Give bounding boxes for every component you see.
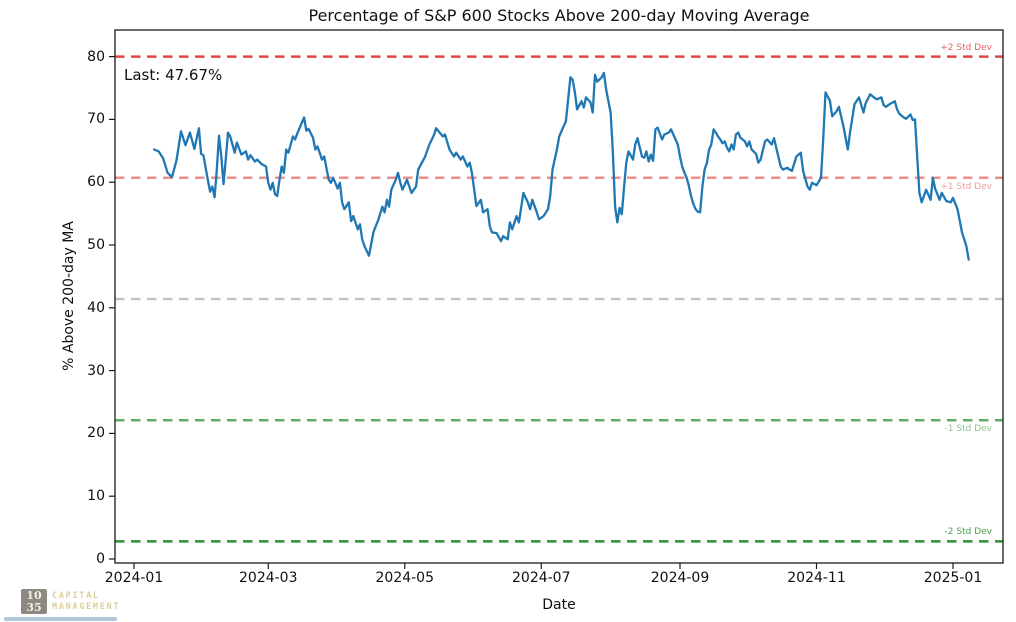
x-tick-label: 2024-05	[375, 570, 435, 586]
plot-border	[114, 29, 1004, 564]
std-dev-label: +1 Std Dev	[940, 181, 992, 192]
x-tick-label: 2024-03	[239, 570, 298, 586]
logo-box-bottom: 35	[26, 600, 42, 614]
last-value-annotation: Last: 47.67%	[124, 66, 223, 84]
y-tick-label: 60	[87, 174, 105, 191]
series-line-group	[152, 71, 970, 261]
axes-frame	[109, 29, 1004, 569]
x-tick-label: 2024-07	[512, 570, 571, 586]
logo-text: CAPITAL MANAGEMENT	[52, 589, 120, 613]
logo-line-management: MANAGEMENT	[52, 602, 121, 612]
std-dev-label: -1 Std Dev	[944, 424, 992, 435]
x-axis-title: Date	[542, 597, 576, 613]
y-tick-label: 40	[87, 299, 105, 316]
y-tick-label: 80	[87, 48, 105, 65]
x-tick-label: 2024-01	[104, 570, 164, 586]
y-tick-label: 30	[87, 362, 105, 379]
x-tick-label: 2024-11	[787, 570, 846, 586]
y-tick-label: 20	[87, 425, 105, 442]
std-dev-lines	[115, 55, 1003, 543]
std-dev-label: +2 Std Dev	[940, 42, 992, 53]
logo-box: 10 35	[21, 589, 47, 614]
logo-underline-bar	[4, 617, 117, 621]
logo-line-capital: CAPITAL	[52, 591, 100, 601]
x-tick-label: 2025-01	[923, 570, 983, 586]
y-tick-label: 50	[87, 237, 105, 253]
brand-logo: 10 35 CAPITAL MANAGEMENT	[21, 589, 120, 614]
std-dev-label: -2 Std Dev	[944, 527, 992, 538]
series-line	[152, 71, 970, 261]
y-tick-label: 70	[87, 111, 105, 128]
logo-box-top: 10	[26, 589, 42, 602]
chart-title: Percentage of S&P 600 Stocks Above 200-d…	[308, 6, 810, 25]
x-tick-label: 2024-09	[650, 570, 710, 586]
y-tick-label: 10	[87, 488, 105, 505]
y-tick-label: 0	[96, 551, 105, 567]
